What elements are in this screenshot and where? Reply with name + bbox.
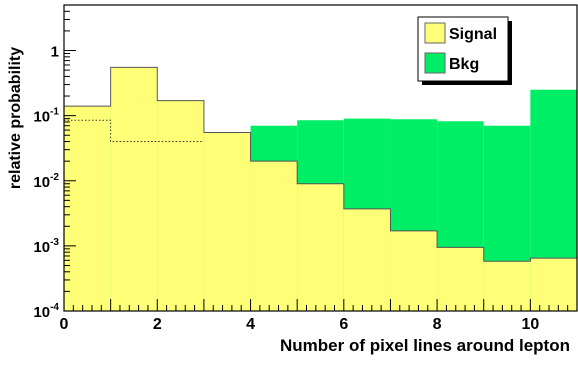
signal-step-outline	[63, 66, 578, 311]
histogram-outlines	[63, 66, 578, 311]
x-tick-label: 10	[521, 316, 539, 333]
legend-swatch-signal	[424, 22, 446, 44]
y-tick-label: 10-2	[33, 172, 59, 191]
x-axis-label: Number of pixel lines around lepton	[280, 336, 570, 355]
y-tick-label: 10-3	[33, 237, 59, 256]
signal-bin-8	[437, 247, 484, 311]
signal-bin-1	[110, 67, 158, 311]
legend-label-bkg: Bkg	[449, 56, 479, 73]
y-tick-label: 1	[51, 44, 59, 61]
signal-bin-3	[203, 132, 251, 311]
histogram-fills	[64, 67, 577, 312]
x-tick-label: 6	[339, 316, 348, 333]
x-tick-label: 0	[60, 316, 69, 333]
dotted-reference-line	[64, 119, 204, 143]
signal-bin-5	[297, 183, 344, 311]
legend: Signal Bkg	[417, 16, 512, 85]
signal-bin-9	[483, 261, 531, 311]
signal-bin-7	[390, 230, 438, 311]
x-tick-label: 2	[153, 316, 162, 333]
x-tick-label: 8	[433, 316, 442, 333]
signal-bin-6	[343, 208, 391, 311]
y-tick-label: 10-4	[33, 302, 59, 321]
signal-bin-10	[530, 258, 577, 311]
x-tick-label: 4	[246, 316, 255, 333]
signal-bin-4	[250, 161, 298, 311]
plot-frame	[63, 4, 578, 312]
legend-swatch-bkg	[424, 52, 446, 74]
axes: 0 2 4 6 8 10 10-4 10-3 10-2 10-1 1	[33, 4, 578, 333]
y-tick-label: 10-1	[33, 107, 59, 126]
signal-bin-0	[64, 106, 111, 311]
y-axis-label: relative probability	[7, 47, 24, 189]
signal-bin-2	[157, 100, 204, 312]
legend-label-signal: Signal	[449, 26, 497, 43]
